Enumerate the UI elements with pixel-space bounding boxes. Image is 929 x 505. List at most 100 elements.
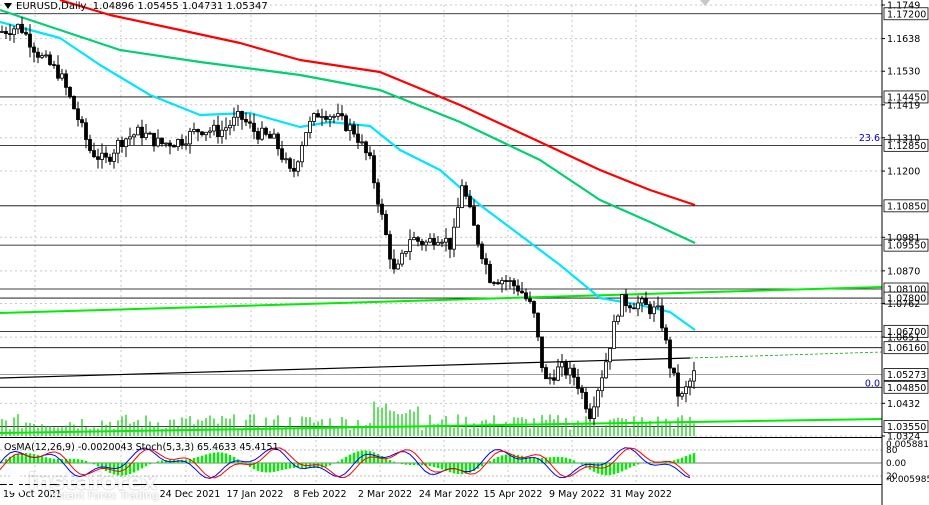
level-label: 1.12850	[887, 141, 926, 152]
ma-100-line	[0, 8, 696, 244]
symbol-title: EURUSD,Daily	[16, 1, 87, 12]
candle-body	[616, 315, 620, 322]
candle-body	[660, 305, 664, 329]
candle-body	[492, 282, 496, 284]
candle-body	[116, 139, 120, 154]
scroll-shift-marker-icon[interactable]	[700, 0, 710, 6]
candle-body	[0, 31, 4, 33]
candle-body	[332, 115, 336, 118]
time-tick-label: 15 Apr 2022	[484, 489, 543, 500]
candle-body	[260, 127, 264, 140]
candle-body	[608, 348, 612, 363]
candle-body	[592, 406, 596, 419]
candle-body	[448, 237, 452, 250]
candle-body	[52, 64, 56, 66]
candle-body	[540, 336, 544, 368]
candle-body	[72, 95, 76, 110]
y-tick-label: 1.0981	[887, 233, 920, 244]
chevron-down-icon[interactable]	[4, 3, 12, 9]
level-label-box	[883, 138, 929, 152]
candle-body	[84, 122, 88, 140]
candle-body	[316, 113, 320, 118]
indicator-header: OsMA(12,26,9) -0.0020043 Stoch(5,3,3) 65…	[4, 442, 279, 453]
candle-body	[612, 321, 616, 349]
candle-body	[472, 206, 476, 226]
candle-body	[108, 156, 112, 162]
candle-body	[164, 142, 168, 145]
moving-averages	[0, 0, 696, 331]
price-level-lines: 1.17200 1.14450 1.12850 1.10850 1.09550 1.081…	[0, 7, 929, 433]
y-tick-label: 1.0870	[887, 266, 920, 277]
candle-body	[528, 298, 532, 302]
ma-50-line	[0, 20, 696, 331]
candle-body	[360, 141, 364, 144]
candle-body	[244, 119, 248, 123]
candle-body	[224, 127, 228, 131]
candle-body	[516, 285, 520, 292]
time-tick-label: 2 Mar 2022	[358, 489, 412, 500]
candle-body	[112, 152, 116, 162]
candle-body	[552, 377, 556, 381]
candle-body	[484, 258, 488, 265]
candle-body	[252, 122, 256, 132]
y-tick-label: 1.0651	[887, 333, 920, 344]
candle-body	[412, 237, 416, 241]
candle-body	[672, 367, 676, 374]
candle-body	[520, 290, 524, 294]
candle-body	[88, 139, 92, 151]
level-label: 1.08100	[887, 285, 926, 296]
candle-body	[296, 161, 300, 172]
price-candles	[0, 17, 696, 426]
candle-body	[372, 155, 376, 184]
candle-body	[180, 139, 184, 146]
candle-body	[664, 327, 668, 341]
candle-body	[676, 372, 680, 397]
candle-body	[428, 238, 432, 243]
candle-body	[100, 152, 104, 160]
candle-body	[524, 292, 528, 300]
candle-body	[688, 380, 692, 388]
brand-tagline: Instant Forex Trading	[48, 490, 159, 502]
candle-body	[644, 298, 648, 305]
time-axis: 19 Oct 2021 24 Dec 2021 17 Jan 2022 8 Feb 2…	[3, 489, 672, 500]
candle-body	[444, 237, 448, 243]
osc-axis-label: 0.0058815	[886, 440, 929, 450]
time-tick-label: 8 Feb 2022	[293, 489, 346, 500]
candle-body	[624, 294, 628, 307]
candle-body	[12, 28, 16, 36]
candle-body	[312, 113, 316, 122]
level-label: 1.10850	[887, 201, 926, 212]
candle-body	[28, 33, 32, 48]
level-label-box	[883, 341, 929, 355]
y-tick-label: 1.1419	[887, 100, 920, 111]
candle-body	[596, 390, 600, 408]
candle-body	[276, 133, 280, 150]
time-tick-label: 31 May 2022	[610, 489, 672, 500]
candle-body	[620, 294, 624, 317]
y-tick-label: 1.1310	[887, 133, 920, 144]
candle-body	[248, 121, 252, 124]
current-price-label: 1.05273	[887, 370, 926, 381]
candle-body	[420, 240, 424, 246]
candle-body	[328, 116, 332, 120]
candle-body	[668, 339, 672, 369]
y-tick-label: 1.1638	[887, 34, 920, 45]
candle-body	[68, 86, 72, 97]
level-label-box	[883, 90, 929, 104]
candle-body	[300, 145, 304, 163]
candle-body	[44, 54, 48, 57]
candle-body	[564, 362, 568, 376]
candle-body	[376, 182, 380, 205]
time-tick-label: 9 May 2022	[549, 489, 605, 500]
candle-body	[380, 203, 384, 215]
y-tick-label: 1.0762	[887, 299, 920, 310]
candle-body	[352, 124, 356, 135]
candle-body	[60, 73, 64, 79]
candle-body	[80, 119, 84, 124]
candle-body	[440, 241, 444, 244]
candle-body	[368, 152, 372, 157]
y-tick-label: 1.1200	[887, 167, 920, 178]
osc-axis-label: 20	[886, 472, 898, 482]
candle-body	[148, 132, 152, 135]
